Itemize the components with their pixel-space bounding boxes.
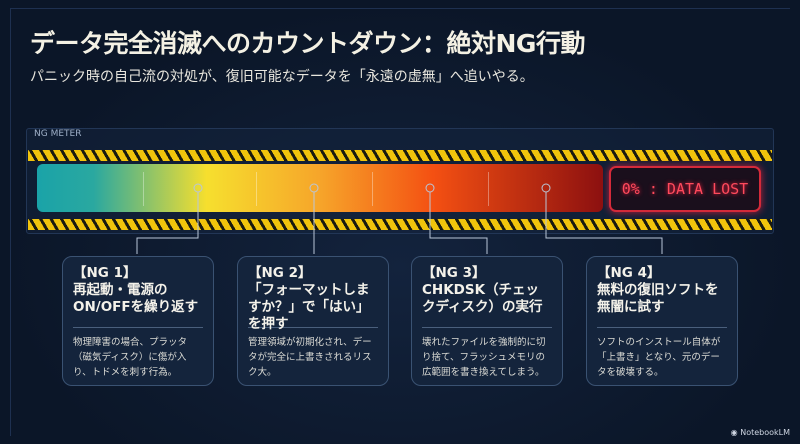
card-tag: 【NG 1】 [73, 265, 137, 281]
logo-icon: ◉ [730, 428, 741, 437]
data-lost-indicator: 0% : DATA LOST [609, 166, 761, 212]
meter-tick [143, 172, 144, 206]
card-divider [73, 327, 203, 328]
marker-ng2 [309, 183, 319, 193]
marker-ng1 [193, 183, 203, 193]
card-title: 「フォーマットしますか？」で「はい」を押す [248, 282, 370, 332]
card-tag: 【NG 3】 [422, 265, 486, 281]
page-subtitle: パニック時の自己流の対処が、復旧可能なデータを「永遠の虚無」へ追いやる。 [30, 69, 534, 85]
card-title: 再起動・電源の ON/OFFを繰り返す [73, 282, 199, 315]
connector-ng3 [429, 192, 488, 254]
card-divider [422, 327, 552, 328]
ng-card-2: 【NG 2】 「フォーマットしますか？」で「はい」を押す 管理領域が初期化され、デ… [237, 256, 389, 386]
card-title: 無料の復旧ソフトを無闇に試す [597, 282, 719, 315]
frame [10, 8, 790, 436]
card-divider [248, 327, 378, 328]
card-body: 物理障害の場合、プラッタ（磁気ディスク）に傷が入り、トドメを刺す行為。 [73, 337, 188, 378]
card-tag: 【NG 4】 [597, 265, 661, 281]
card-body: ソフトのインストール自体が「上書き」となり、元のデータを破壊する。 [597, 337, 721, 378]
card-body: 管理領域が初期化され、データが完全に上書きされるリスク大。 [248, 337, 372, 378]
ng-card-1: 【NG 1】 再起動・電源の ON/OFFを繰り返す 物理障害の場合、プラッタ（磁… [62, 256, 214, 386]
marker-ng3 [425, 183, 435, 193]
card-body: 壊れたファイルを強制的に切り捨て、フラッシュメモリの広範囲を書き換えてしまう。 [422, 337, 546, 378]
ng-card-3: 【NG 3】 CHKDSK（チェックディスク）の実行 壊れたファイルを強制的に切り… [411, 256, 563, 386]
notebooklm-logo: ◉ NotebookLM [731, 428, 790, 437]
connector-ng4 [545, 192, 663, 254]
card-title: CHKDSK（チェックディスク）の実行 [422, 282, 543, 315]
meter-gradient-bar [37, 164, 603, 212]
hazard-stripe-bottom [28, 219, 772, 230]
meter-tick [372, 172, 373, 206]
connector-ng1 [136, 192, 199, 254]
page-title: データ完全消滅へのカウントダウン：絶対NG行動 [30, 29, 585, 58]
meter-tick [488, 172, 489, 206]
hazard-stripe-top [28, 150, 772, 161]
logo-text: NotebookLM [740, 428, 790, 437]
ng-card-4: 【NG 4】 無料の復旧ソフトを無闇に試す ソフトのインストール自体が「上書き」と… [586, 256, 738, 386]
card-tag: 【NG 2】 [248, 265, 312, 281]
marker-ng4 [541, 183, 551, 193]
meter-label: NG METER [34, 129, 82, 139]
meter-tick [256, 172, 257, 206]
card-divider [597, 327, 727, 328]
